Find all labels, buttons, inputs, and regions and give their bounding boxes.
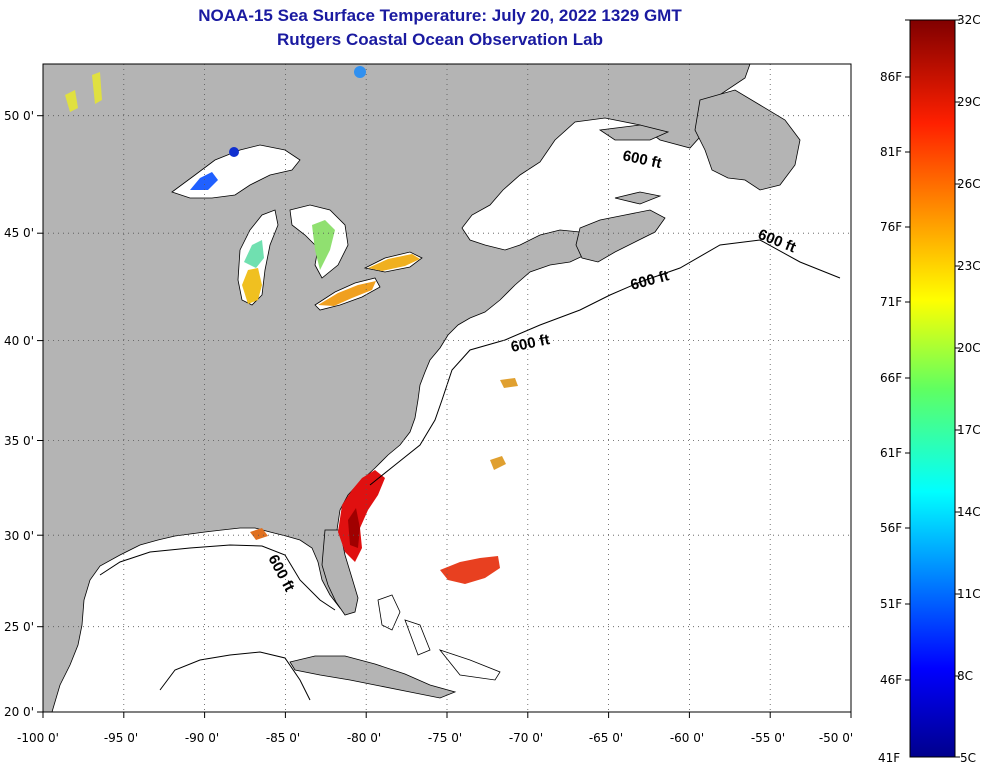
colorbar-label-f: 66F (880, 371, 902, 385)
lon-label: -100 0' (17, 731, 59, 745)
colorbar-label-c: 20C (957, 341, 981, 355)
colorbar-label-f: 61F (880, 446, 902, 460)
north-america-land (43, 64, 751, 712)
colorbar-label-c: 17C (957, 423, 981, 437)
lat-label: 20 0' (4, 705, 34, 719)
map-subtitle: Rutgers Coastal Ocean Observation Lab (277, 30, 603, 49)
sst-superior-east (229, 147, 239, 157)
bahamas-outline (377, 594, 501, 681)
sst-offshore-patch-2 (500, 378, 518, 388)
graticule (43, 64, 851, 712)
lon-label: -55 0' (751, 731, 785, 745)
lon-labels: -100 0' -95 0' -90 0' -85 0' -80 0' -75 … (17, 731, 853, 745)
colorbar-label-f: 56F (880, 521, 902, 535)
sst-lake-superior (190, 172, 218, 190)
colorbar-label-c: 14C (957, 505, 981, 519)
sst-lake-erie (318, 281, 376, 306)
sst-lake-michigan (242, 268, 262, 304)
colorbar-label-c: 32C (957, 13, 981, 27)
lat-label: 30 0' (4, 529, 34, 543)
axis-ticks (37, 115, 852, 718)
sst-lake-ontario (368, 254, 420, 271)
lon-label: -75 0' (428, 731, 462, 745)
sst-north-patch (354, 66, 366, 78)
atlantic-600ft-contour (369, 239, 841, 486)
lon-label: -70 0' (509, 731, 543, 745)
lon-label: -85 0' (266, 731, 300, 745)
sst-gulf-patch (250, 528, 268, 540)
newfoundland-land (694, 89, 801, 191)
colorbar-label-c: 29C (957, 95, 981, 109)
colorbar-fahrenheit-labels: 86F 81F 76F 71F 66F 61F 56F 51F 46F 41F (878, 70, 902, 765)
colorbar-label-c: 5C (960, 751, 976, 765)
colorbar-label-f: 41F (878, 751, 900, 765)
colorbar-label-f: 71F (880, 295, 902, 309)
colorbar-label-f: 76F (880, 220, 902, 234)
lon-label: -90 0' (185, 731, 219, 745)
sst-sargasso-patch (440, 556, 500, 584)
sst-west-patch (65, 90, 78, 112)
pei-land (614, 191, 662, 205)
colorbar-label-c: 26C (957, 177, 981, 191)
colorbar-label-f: 51F (880, 597, 902, 611)
anticosti-land (598, 124, 670, 141)
colorbar-ticks (905, 19, 960, 758)
map-title: NOAA-15 Sea Surface Temperature: July 20… (198, 6, 682, 25)
colorbar-label-f: 46F (880, 673, 902, 687)
lon-label: -60 0' (670, 731, 704, 745)
colorbar-label-c: 23C (957, 259, 981, 273)
lon-label: -95 0' (104, 731, 138, 745)
lat-label: 35 0' (4, 434, 34, 448)
sst-west-patch-2 (92, 72, 102, 104)
sst-gulf-stream-core (348, 508, 360, 548)
cuba-land (289, 655, 457, 699)
colorbar-label-c: 11C (957, 587, 981, 601)
colorbar-label-f: 81F (880, 145, 902, 159)
nova-scotia-land (575, 209, 666, 263)
temperature-colorbar (909, 19, 956, 758)
colorbar-celsius-labels: 32C 29C 26C 23C 20C 17C 14C 11C 8C 5C (957, 13, 981, 765)
colorbar-label-f: 86F (880, 70, 902, 84)
lon-label: -50 0' (819, 731, 853, 745)
sst-lake-michigan-north (244, 240, 264, 268)
colorbar-label-c: 8C (957, 669, 973, 683)
lat-label: 25 0' (4, 620, 34, 634)
lat-label: 40 0' (4, 334, 34, 348)
sst-lake-huron (312, 220, 335, 270)
lat-label: 50 0' (4, 109, 34, 123)
lon-label: -65 0' (589, 731, 623, 745)
gulf-600ft-contour (99, 544, 336, 701)
lat-labels: 50 0' 45 0' 40 0' 35 0' 30 0' 25 0' 20 0… (4, 109, 34, 719)
lon-label: -80 0' (347, 731, 381, 745)
sst-offshore-patch (490, 456, 506, 470)
lat-label: 45 0' (4, 226, 34, 240)
